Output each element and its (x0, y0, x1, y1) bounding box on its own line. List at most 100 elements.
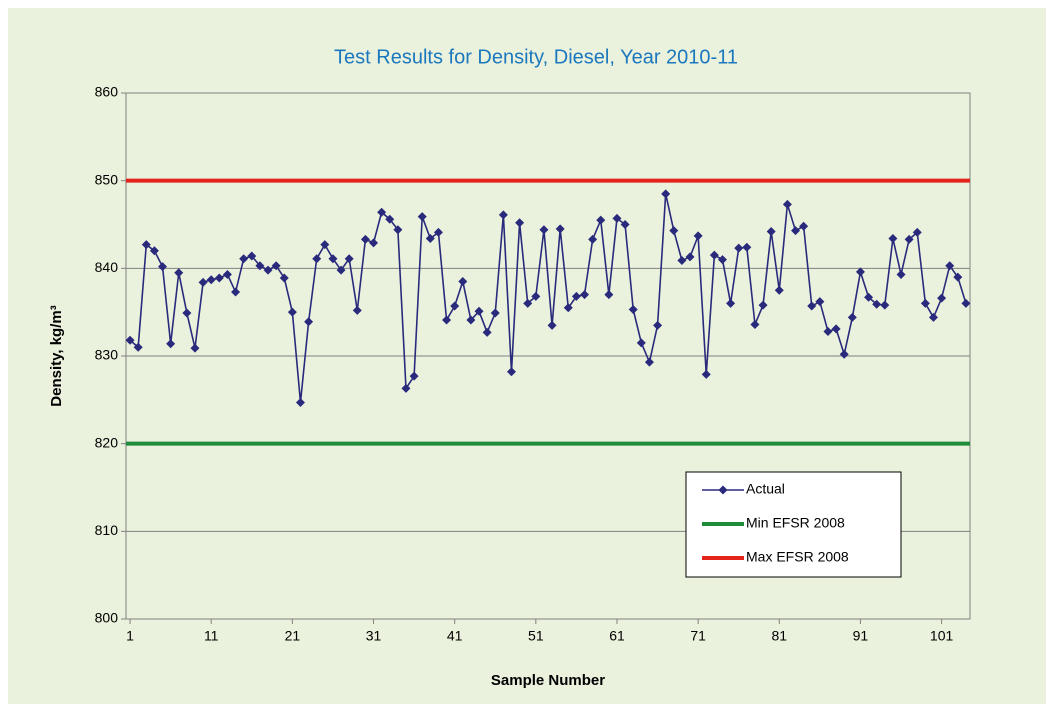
data-point (279, 273, 289, 283)
y-tick-label: 820 (95, 434, 119, 450)
x-tick-label: 21 (285, 628, 301, 644)
x-tick-label: 81 (771, 628, 787, 644)
data-point (823, 326, 833, 336)
data-point (555, 224, 565, 234)
data-point (466, 315, 476, 325)
data-point (653, 320, 663, 330)
data-point (774, 285, 784, 295)
data-point (271, 261, 281, 271)
data-point (847, 312, 857, 322)
x-tick-label: 71 (690, 628, 706, 644)
data-point (758, 300, 768, 310)
data-point (531, 291, 541, 301)
data-point (490, 308, 500, 318)
x-tick-label: 61 (609, 628, 625, 644)
data-point (409, 371, 419, 381)
data-point (385, 214, 395, 224)
data-point (498, 210, 508, 220)
data-point (149, 246, 159, 256)
data-point (425, 234, 435, 244)
data-point (677, 255, 687, 265)
data-point (628, 305, 638, 315)
data-point (701, 369, 711, 379)
data-point (287, 307, 297, 317)
data-point (685, 252, 695, 262)
data-point (815, 297, 825, 307)
data-point (198, 277, 208, 287)
y-tick-label: 830 (95, 347, 119, 363)
data-point (442, 315, 452, 325)
data-point (506, 367, 516, 377)
data-point (661, 189, 671, 199)
data-point (644, 357, 654, 367)
legend-label: Max EFSR 2008 (746, 549, 849, 565)
y-tick-label: 800 (95, 610, 119, 626)
data-point (636, 338, 646, 348)
legend-label: Actual (746, 481, 785, 497)
x-tick-label: 31 (366, 628, 382, 644)
plot-border (125, 92, 971, 620)
legend-label: Min EFSR 2008 (746, 515, 845, 531)
data-point (888, 234, 898, 244)
data-point (158, 262, 168, 272)
data-point (360, 234, 370, 244)
data-point (726, 298, 736, 308)
data-point (896, 269, 906, 279)
data-point (588, 234, 598, 244)
data-point (604, 290, 614, 300)
data-point (831, 324, 841, 334)
x-tick-label: 1 (126, 628, 134, 644)
data-point (920, 298, 930, 308)
data-point (344, 254, 354, 264)
data-point (433, 227, 443, 237)
data-point (563, 303, 573, 313)
data-point (669, 226, 679, 236)
data-point (474, 306, 484, 316)
data-point (709, 250, 719, 260)
data-point (304, 317, 314, 327)
data-point (937, 293, 947, 303)
data-point (734, 243, 744, 253)
data-point (904, 234, 914, 244)
data-point (742, 242, 752, 252)
x-tick-label: 41 (447, 628, 463, 644)
data-point (580, 290, 590, 300)
data-point (214, 273, 224, 283)
data-point (377, 207, 387, 217)
data-point (401, 383, 411, 393)
data-point (255, 261, 265, 271)
data-point (133, 342, 143, 352)
data-point (312, 254, 322, 264)
y-tick-label: 840 (95, 259, 119, 275)
data-point (182, 308, 192, 318)
data-point (320, 240, 330, 250)
chart-title: Test Results for Density, Diesel, Year 2… (334, 46, 738, 68)
data-point (206, 275, 216, 285)
data-point (328, 254, 338, 264)
data-point (782, 199, 792, 209)
data-point (295, 397, 305, 407)
data-point (596, 215, 606, 225)
data-point (961, 298, 971, 308)
data-point (263, 265, 273, 275)
data-point (620, 220, 630, 229)
data-point (458, 276, 468, 286)
y-axis-title: Density, kg/m³ (48, 305, 65, 406)
data-point (864, 292, 874, 302)
data-point (393, 225, 403, 235)
data-point (839, 349, 849, 359)
legend-marker (718, 485, 728, 495)
data-point (222, 269, 232, 279)
data-point (945, 261, 955, 271)
data-point (912, 227, 922, 237)
data-point (190, 343, 200, 353)
x-tick-label: 11 (204, 628, 219, 644)
data-point (247, 251, 257, 261)
data-point (872, 299, 882, 309)
data-point (166, 339, 176, 349)
data-point (799, 221, 809, 231)
data-point (717, 255, 727, 265)
y-tick-label: 810 (95, 522, 119, 538)
